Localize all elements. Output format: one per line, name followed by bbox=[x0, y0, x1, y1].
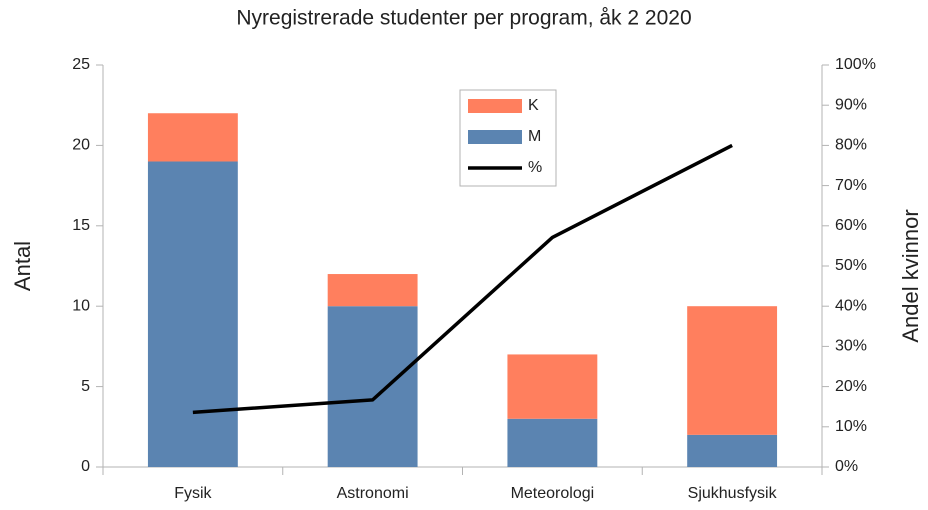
y2-tick-label: 50% bbox=[835, 257, 867, 274]
legend-swatch bbox=[468, 130, 522, 144]
y2-tick-label: 90% bbox=[835, 96, 867, 113]
y2-tick-label: 30% bbox=[835, 338, 867, 355]
line bbox=[192, 143, 733, 415]
y2-tick-label: 100% bbox=[835, 56, 876, 73]
y-tick-label: 5 bbox=[81, 378, 90, 395]
y2-tick-label: 10% bbox=[835, 418, 867, 435]
x-tick-label: Fysik bbox=[174, 485, 212, 502]
bar bbox=[327, 306, 418, 467]
legend-label: M bbox=[528, 128, 541, 145]
y-tick-label: 0 bbox=[81, 458, 90, 475]
y-tick-label: 10 bbox=[72, 297, 90, 314]
y2-tick-label: 80% bbox=[835, 137, 867, 154]
y2-tick-label: 40% bbox=[835, 297, 867, 314]
bar bbox=[147, 113, 238, 162]
bar bbox=[147, 161, 238, 468]
y2-tick-label: 20% bbox=[835, 378, 867, 395]
bar bbox=[507, 354, 598, 419]
y2-tick-label: 70% bbox=[835, 177, 867, 194]
legend-label: K bbox=[528, 97, 539, 114]
y-tick-label: 25 bbox=[72, 56, 90, 73]
bar bbox=[687, 434, 778, 467]
legend-label: % bbox=[528, 159, 542, 176]
y-tick-label: 20 bbox=[72, 137, 90, 154]
y2-axis-title: Andel kvinnor bbox=[898, 209, 923, 342]
y-tick-label: 15 bbox=[72, 217, 90, 234]
y2-tick-label: 60% bbox=[835, 217, 867, 234]
y2-tick-label: 0% bbox=[835, 458, 858, 475]
legend-swatch bbox=[468, 99, 522, 113]
x-tick-label: Astronomi bbox=[337, 485, 409, 502]
x-tick-label: Meteorologi bbox=[511, 485, 595, 502]
bar bbox=[327, 274, 418, 307]
chart-title: Nyregistrerade studenter per program, åk… bbox=[236, 7, 691, 30]
bar bbox=[687, 306, 778, 435]
y-axis-title: Antal bbox=[10, 241, 35, 291]
x-tick-label: Sjukhusfysik bbox=[688, 485, 778, 502]
bar bbox=[507, 418, 598, 467]
